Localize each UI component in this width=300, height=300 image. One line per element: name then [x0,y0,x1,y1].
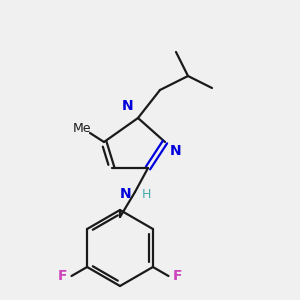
Text: F: F [172,269,182,283]
Text: N: N [170,144,182,158]
Text: N: N [122,99,133,113]
Text: N: N [119,187,131,201]
Text: Me: Me [73,122,91,134]
Text: F: F [58,269,68,283]
Text: H: H [142,188,152,200]
